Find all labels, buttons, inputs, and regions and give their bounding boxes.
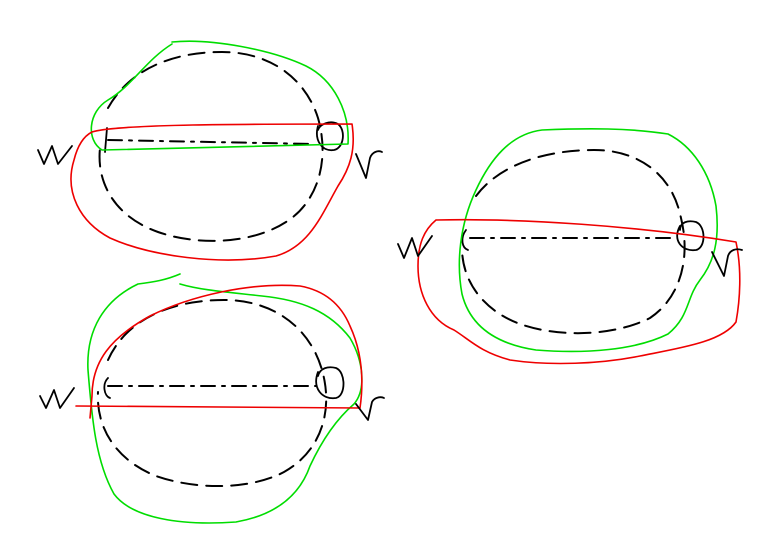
pencil-mark: [461, 229, 469, 251]
green-outline: [458, 128, 719, 353]
dashed-circle: [98, 51, 324, 242]
sketch-right: [397, 128, 743, 365]
pencil-label-w: [37, 145, 73, 165]
end-label-r: [355, 396, 385, 421]
end-label-r: [711, 248, 743, 277]
green-outline: [90, 40, 349, 151]
pencil-mark: [103, 377, 111, 399]
pencil-mark: [104, 127, 108, 153]
pencil-label-w: [39, 387, 75, 409]
end-label-r: [355, 150, 383, 179]
red-outline: [75, 284, 363, 419]
pivot-loop: [315, 366, 345, 400]
sketch-bottom-left: [39, 273, 385, 524]
sketch-top-left: [37, 40, 383, 261]
dashed-chord: [107, 139, 315, 145]
red-outline: [417, 218, 741, 365]
pencil-label-w: [397, 235, 433, 259]
red-outline: [70, 123, 355, 261]
dashed-circle: [461, 149, 686, 335]
green-outline: [87, 273, 363, 524]
dashed-circle: [96, 299, 328, 487]
